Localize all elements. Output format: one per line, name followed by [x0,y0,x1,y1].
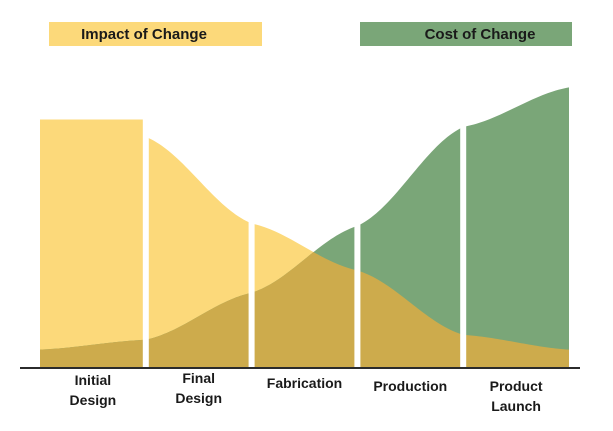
cost-of-change-area [40,87,569,367]
legend-swatch-impact-of-change [49,22,262,46]
stage-separators [142,50,467,367]
x-tick-label: Initial Design [70,372,117,408]
stage-separator [142,50,149,367]
x-tick-label: Production [373,378,447,394]
legend-label-cost-of-change: Cost of Change [425,26,536,43]
legend: Impact of Change Cost of Change [49,22,572,46]
stage-separator [354,50,361,367]
impact-of-change-area [40,119,569,367]
x-tick-label: Final Design [175,370,222,406]
x-tick-labels: Initial Design Final Design Fabrication Produ… [70,370,543,414]
stage-separator [248,50,255,367]
plot-area [40,50,569,367]
stage-separator [460,50,467,367]
x-tick-label: Fabrication [267,375,342,391]
legend-label-impact-of-change: Impact of Change [81,26,207,43]
legend-swatch-cost-of-change [360,22,572,46]
x-tick-label: Product Launch [490,378,543,414]
